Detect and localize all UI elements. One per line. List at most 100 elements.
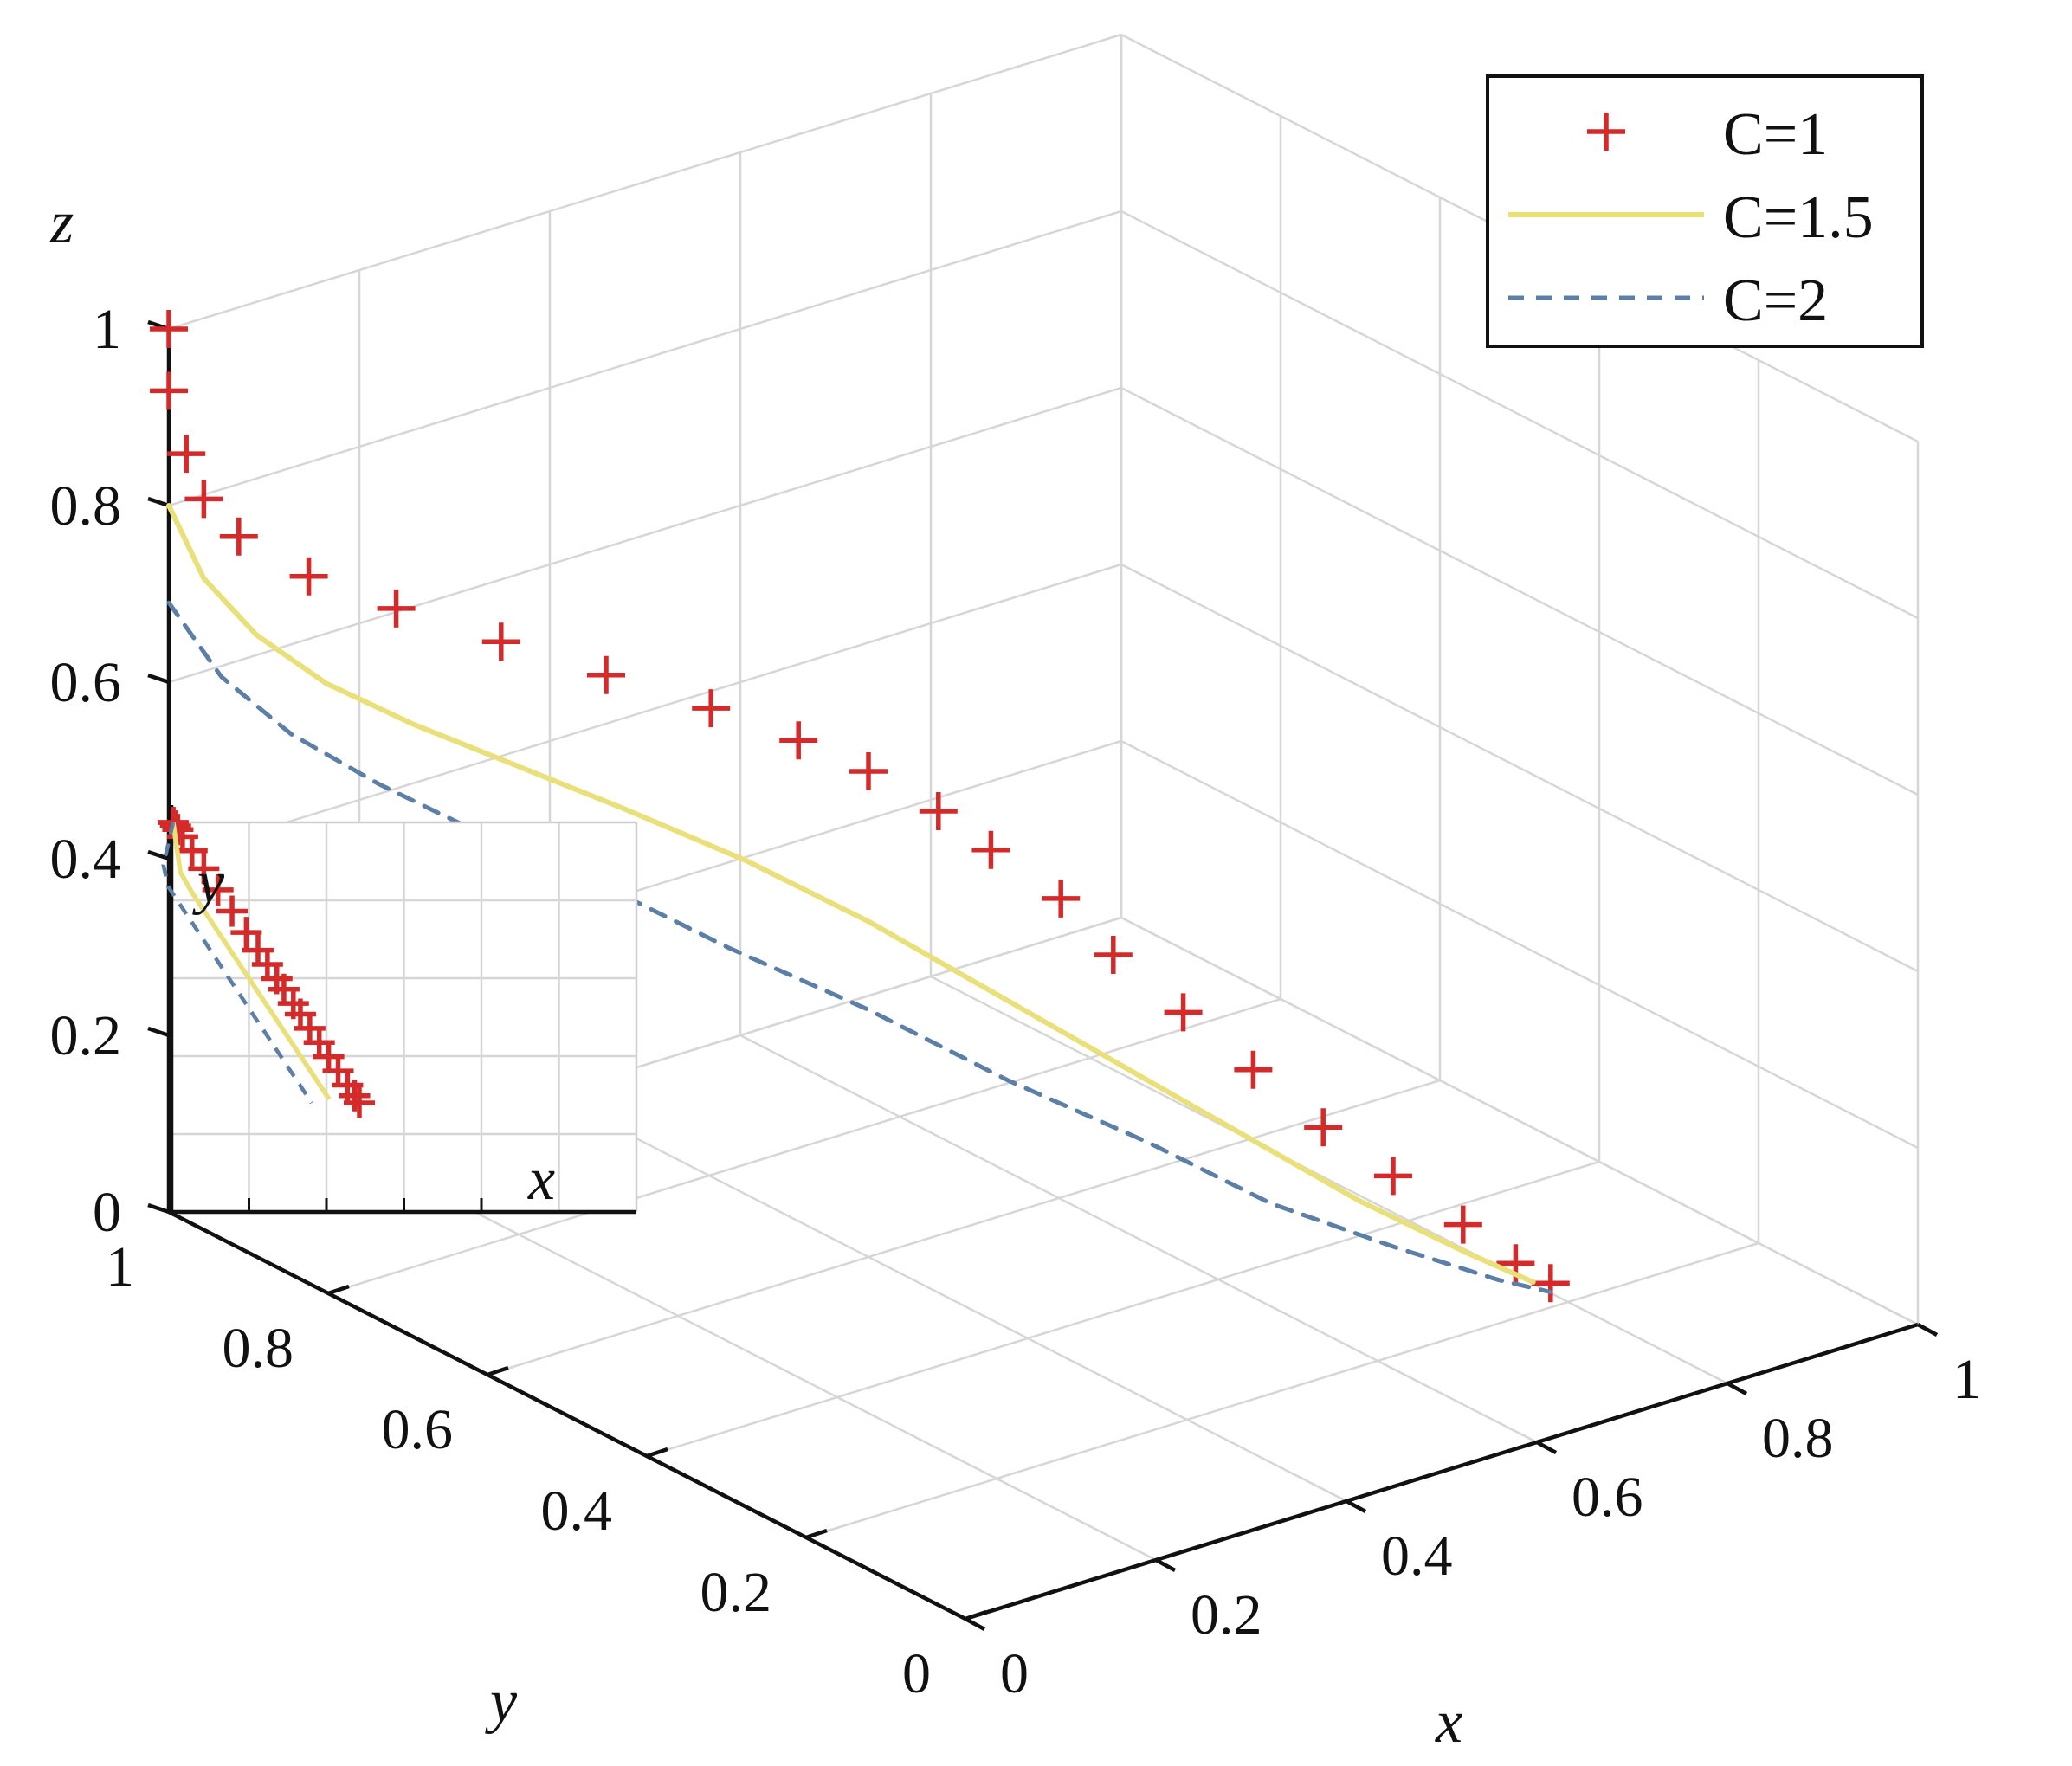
z-tick-0 — [147, 1202, 170, 1215]
legend-label-c2: C=2 — [1723, 267, 1828, 334]
side-grid-z-1 — [1120, 739, 1919, 1150]
x-tick-label-3: 0.6 — [1572, 1466, 1643, 1529]
x-tick-4 — [1726, 1382, 1748, 1395]
inset-c15-line — [171, 822, 332, 1101]
legend-label-c1: C=1 — [1723, 101, 1828, 168]
inset-c1-marker-7 — [202, 873, 234, 906]
x-tick-label-2: 0.4 — [1381, 1524, 1453, 1588]
x-tick-2 — [1345, 1499, 1367, 1513]
floor-grid-y-1 — [805, 1241, 1759, 1539]
back-grid-z-3 — [168, 386, 1122, 684]
x-tick-3 — [1535, 1441, 1558, 1454]
series-c1-marker-17 — [1234, 1050, 1273, 1089]
tick-labels: 0 0 0 0.2 0.2 0.2 0.4 0.4 0.4 0.6 0.6 0.6 0.8 0.8 0.8 1… — [50, 298, 1982, 1705]
series-group — [150, 310, 1570, 1303]
legend-box — [1486, 74, 1924, 348]
y-tick-1 — [805, 1528, 828, 1540]
floor-grid-x-3 — [739, 1034, 1538, 1444]
series-c15-line — [166, 503, 1536, 1285]
z-tick-3 — [147, 673, 170, 685]
y-tick-label-3: 0.6 — [382, 1398, 454, 1461]
inset-grid — [169, 805, 638, 1215]
x-tick-label-4: 0.8 — [1762, 1407, 1834, 1470]
x-tick-5 — [1916, 1323, 1939, 1337]
y-tick-label-2: 0.4 — [541, 1479, 613, 1543]
z-tick-label-3: 0.6 — [50, 651, 122, 714]
series-c1-marker-6 — [377, 589, 416, 628]
series-c1-marker-19 — [1374, 1157, 1412, 1196]
series-c1-marker-20 — [1443, 1205, 1482, 1244]
x-axis-line — [965, 1322, 1919, 1621]
series-c1-marker-4 — [219, 517, 258, 556]
z-tick-label-5: 1 — [93, 298, 121, 361]
inset: x y — [158, 805, 638, 1215]
y-tick-label-1: 0.2 — [700, 1561, 772, 1624]
side-grid-z-4 — [1120, 209, 1919, 620]
z-tick-4 — [147, 496, 170, 508]
series-c1-marker-15 — [1094, 936, 1133, 974]
series-c1-marker-5 — [289, 557, 328, 596]
legend-marker-c1 — [1587, 113, 1625, 151]
x-tick-1 — [1154, 1558, 1177, 1572]
y-tick-label-0: 0 — [902, 1642, 931, 1705]
series-c1-marker-0 — [150, 310, 188, 348]
y-tick-0 — [965, 1609, 987, 1621]
y-axis-line — [167, 1209, 967, 1621]
z-tick-label-2: 0.4 — [50, 828, 122, 891]
floor-grid-x-2 — [549, 1092, 1347, 1503]
series-c1-marker-13 — [971, 830, 1010, 869]
x-axis-label: x — [1435, 1689, 1462, 1756]
inset-series — [158, 807, 375, 1118]
inset-c1-marker-5 — [176, 835, 208, 867]
series-c1-marker-11 — [849, 752, 888, 790]
inset-c1-marker-9 — [230, 917, 262, 949]
floor-grid-y-2 — [646, 1160, 1600, 1458]
inset-y-axis-label: y — [192, 849, 225, 916]
z-tick-2 — [147, 849, 170, 861]
series-c2-line — [166, 600, 1553, 1294]
series-c1-marker-22 — [1531, 1264, 1570, 1303]
side-grid-z-2 — [1120, 563, 1919, 973]
floor-grid-x-1 — [358, 1151, 1157, 1562]
x-tick-label-1: 0.2 — [1191, 1583, 1262, 1647]
series-c1-marker-8 — [587, 655, 625, 694]
back-grid-z-5 — [168, 33, 1122, 331]
series-c1-marker-14 — [1042, 879, 1081, 918]
series-c1-marker-3 — [184, 480, 223, 519]
side-grid-z-3 — [1120, 386, 1919, 796]
y-tick-2 — [646, 1447, 668, 1459]
series-c1-marker-18 — [1304, 1108, 1343, 1147]
y-tick-3 — [487, 1365, 509, 1377]
floor-grid-y-3 — [487, 1079, 1441, 1376]
x-tick-label-0: 0 — [1000, 1642, 1029, 1705]
y-tick-4 — [327, 1284, 350, 1296]
inset-c1-marker-8 — [216, 895, 249, 927]
back-grid-z-2 — [168, 563, 1122, 860]
floor-grid-x-4 — [930, 975, 1728, 1385]
legend-plus — [1587, 113, 1625, 151]
series-c1-marker-2 — [167, 435, 206, 474]
series-c1-marker-16 — [1164, 993, 1203, 1032]
inset-c1-marker-22 — [344, 1087, 375, 1118]
z-axis-label: z — [49, 190, 74, 256]
y-tick-label-5: 1 — [106, 1235, 134, 1299]
y-tick-label-4: 0.8 — [223, 1317, 294, 1380]
axes — [147, 319, 1939, 1631]
z-tick-1 — [147, 1026, 170, 1038]
series-c1-marker-10 — [779, 721, 818, 760]
z-tick-label-1: 0.2 — [50, 1004, 122, 1067]
x-tick-0 — [964, 1617, 986, 1631]
inset-c2-line — [161, 822, 313, 1105]
z-tick-label-0: 0 — [93, 1181, 121, 1244]
legend: C=1 C=1.5 C=2 — [1486, 74, 1924, 348]
y-axis-label: y — [485, 1668, 518, 1735]
back-grid-z-4 — [168, 209, 1122, 507]
floor-grid-y-4 — [327, 997, 1281, 1295]
series-c1-marker-1 — [150, 371, 188, 410]
x-tick-label-5: 1 — [1953, 1348, 1981, 1411]
inset-c1-marker-6 — [188, 853, 220, 885]
inset-x-axis-label: x — [527, 1146, 555, 1213]
floor-grid-x-5 — [1120, 916, 1919, 1326]
legend-label-c15: C=1.5 — [1723, 184, 1874, 251]
